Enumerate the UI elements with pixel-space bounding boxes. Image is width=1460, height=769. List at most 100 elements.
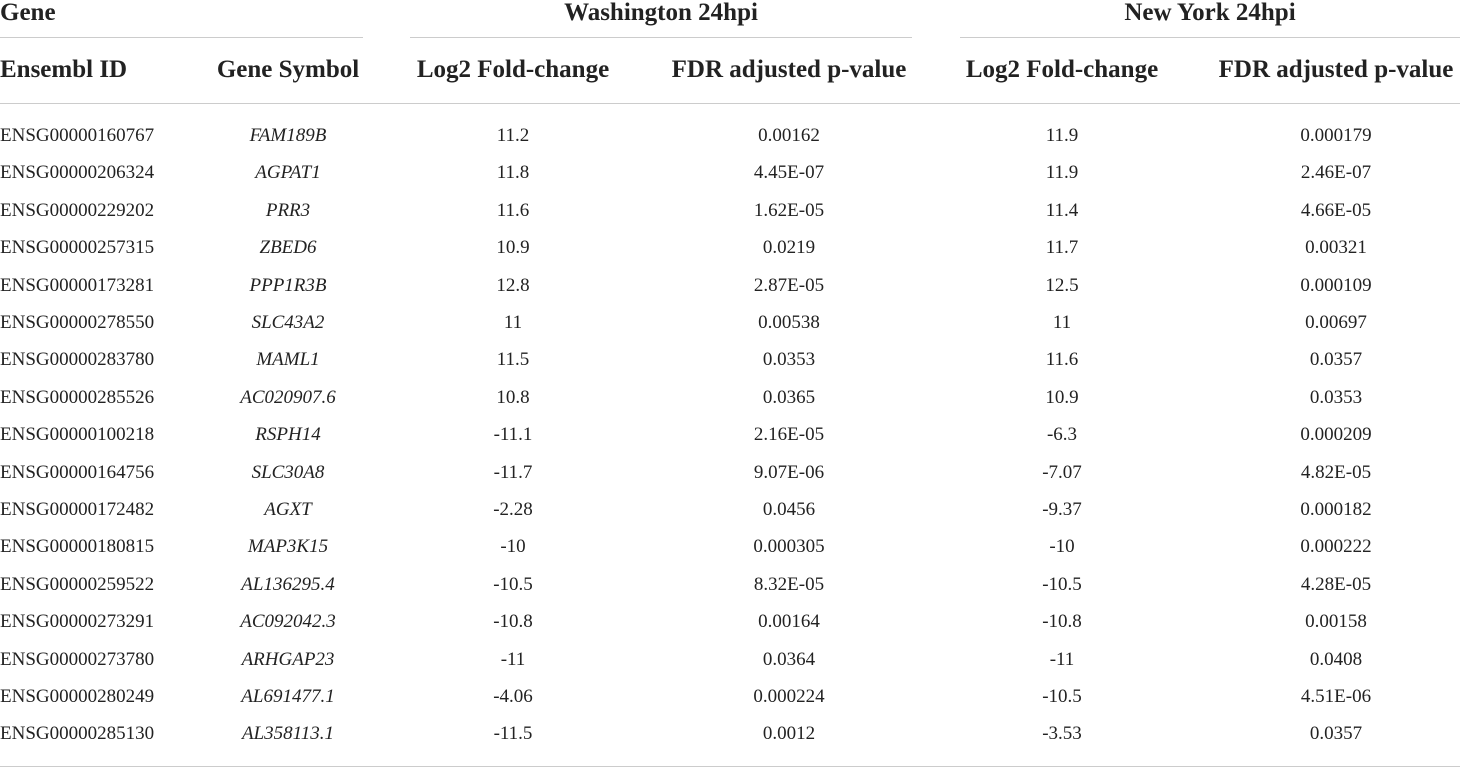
cell: -11 (500, 648, 526, 670)
cell: 2.87E-05 (753, 274, 825, 296)
cell: ENSG00000229202 (0, 199, 155, 221)
cell: ENSG00000259522 (0, 573, 155, 595)
cell: 0.0365 (762, 386, 816, 408)
cell: 0.000109 (1300, 274, 1372, 296)
cell: -10.5 (1042, 686, 1082, 707)
cell: PPP1R3B (249, 274, 327, 296)
cell: -11.1 (493, 424, 533, 446)
cell: -9.37 (1042, 499, 1082, 520)
cell: 10.9 (496, 237, 530, 259)
cell: 4.82E-05 (1300, 461, 1372, 483)
cell: -2.28 (493, 499, 533, 520)
cell: ENSG00000160767 (0, 125, 155, 146)
cell: -11.7 (493, 461, 533, 483)
cell: 8.32E-05 (753, 573, 825, 595)
cell: 10.9 (1045, 386, 1079, 408)
column-header: Log2 Fold-change (965, 56, 1159, 83)
cell: 0.00321 (1305, 237, 1367, 259)
cell: -10 (1049, 536, 1075, 558)
group-header: New York 24hpi (1124, 0, 1296, 26)
group-header: Washington 24hpi (564, 0, 758, 26)
cell: 0.0456 (762, 499, 816, 520)
cell: ENSG00000164756 (0, 461, 155, 483)
cell: ENSG00000273780 (0, 648, 155, 670)
cell: 0.0219 (762, 237, 816, 259)
cell: 0.00162 (758, 125, 820, 146)
cell: 11 (503, 312, 523, 333)
cell: ENSG00000100218 (0, 424, 155, 446)
cell: 0.000209 (1300, 424, 1372, 446)
cell: AL358113.1 (241, 723, 335, 745)
cell: -7.07 (1042, 461, 1082, 483)
cell: 4.28E-05 (1300, 573, 1372, 595)
cell: ZBED6 (259, 237, 317, 259)
cell: 4.66E-05 (1300, 199, 1372, 221)
cell: SLC43A2 (251, 312, 325, 333)
cell: ENSG00000285130 (0, 723, 155, 745)
group-rule (410, 37, 912, 38)
cell: ENSG00000278550 (0, 312, 155, 333)
cell: 0.0012 (762, 723, 816, 745)
cell: 11.7 (1045, 237, 1079, 259)
cell: -10 (500, 536, 526, 558)
cell: 4.45E-07 (753, 162, 825, 184)
cell: 0.000222 (1300, 536, 1372, 558)
cell: AC020907.6 (240, 386, 336, 408)
cell: ARHGAP23 (241, 648, 335, 670)
cell: SLC30A8 (251, 461, 325, 483)
cell: AC092042.3 (240, 611, 336, 633)
cell: MAP3K15 (247, 536, 329, 558)
cell: 2.16E-05 (753, 424, 825, 446)
cell: 0.00697 (1305, 312, 1367, 333)
bottom-rule (0, 766, 1460, 767)
cell: 0.0357 (1309, 349, 1363, 371)
cell: -4.06 (493, 686, 533, 707)
cell: MAML1 (256, 349, 320, 371)
cell: ENSG00000273291 (0, 611, 155, 633)
cell: -11.5 (493, 723, 533, 745)
cell: ENSG00000173281 (0, 274, 155, 296)
cell: 12.5 (1045, 274, 1079, 296)
cell: 4.51E-06 (1300, 686, 1372, 707)
cell: 0.0408 (1309, 648, 1363, 670)
cell: ENSG00000280249 (0, 686, 155, 707)
group-header: Gene (0, 0, 56, 26)
cell: 1.62E-05 (753, 199, 825, 221)
cell: 11.5 (496, 349, 530, 371)
cell: AL691477.1 (241, 686, 335, 707)
cell: -3.53 (1042, 723, 1082, 745)
cell: ENSG00000257315 (0, 237, 155, 259)
cell: 11.9 (1045, 125, 1079, 146)
cell: 0.000224 (753, 686, 825, 707)
column-header: FDR adjusted p-value (671, 56, 907, 83)
cell: -6.3 (1046, 424, 1078, 446)
cell: 10.8 (496, 386, 530, 408)
cell: 0.0353 (1309, 386, 1363, 408)
group-rule (0, 37, 363, 38)
cell: ENSG00000206324 (0, 162, 155, 184)
cell: 11 (1052, 312, 1072, 333)
header-rule (0, 103, 1460, 104)
cell: FAM189B (249, 125, 327, 146)
cell: -10.5 (493, 573, 533, 595)
cell: 9.07E-06 (753, 461, 825, 483)
cell: 11.9 (1045, 162, 1079, 184)
cell: 0.000182 (1300, 499, 1372, 520)
cell: ENSG00000172482 (0, 499, 155, 520)
cell: 12.8 (496, 274, 530, 296)
cell: 0.0364 (762, 648, 816, 670)
column-header: Log2 Fold-change (416, 56, 610, 83)
cell: 11.6 (496, 199, 530, 221)
cell: 11.4 (1045, 199, 1079, 221)
cell: ENSG00000180815 (0, 536, 155, 558)
group-rule (960, 37, 1460, 38)
cell: AL136295.4 (241, 573, 335, 595)
cell: -11 (1049, 648, 1075, 670)
cell: PRR3 (265, 199, 311, 221)
cell: 11.2 (496, 125, 530, 146)
cell: RSPH14 (255, 424, 321, 446)
cell: 2.46E-07 (1300, 162, 1372, 184)
cell: 11.6 (1045, 349, 1079, 371)
cell: 0.000305 (753, 536, 825, 558)
